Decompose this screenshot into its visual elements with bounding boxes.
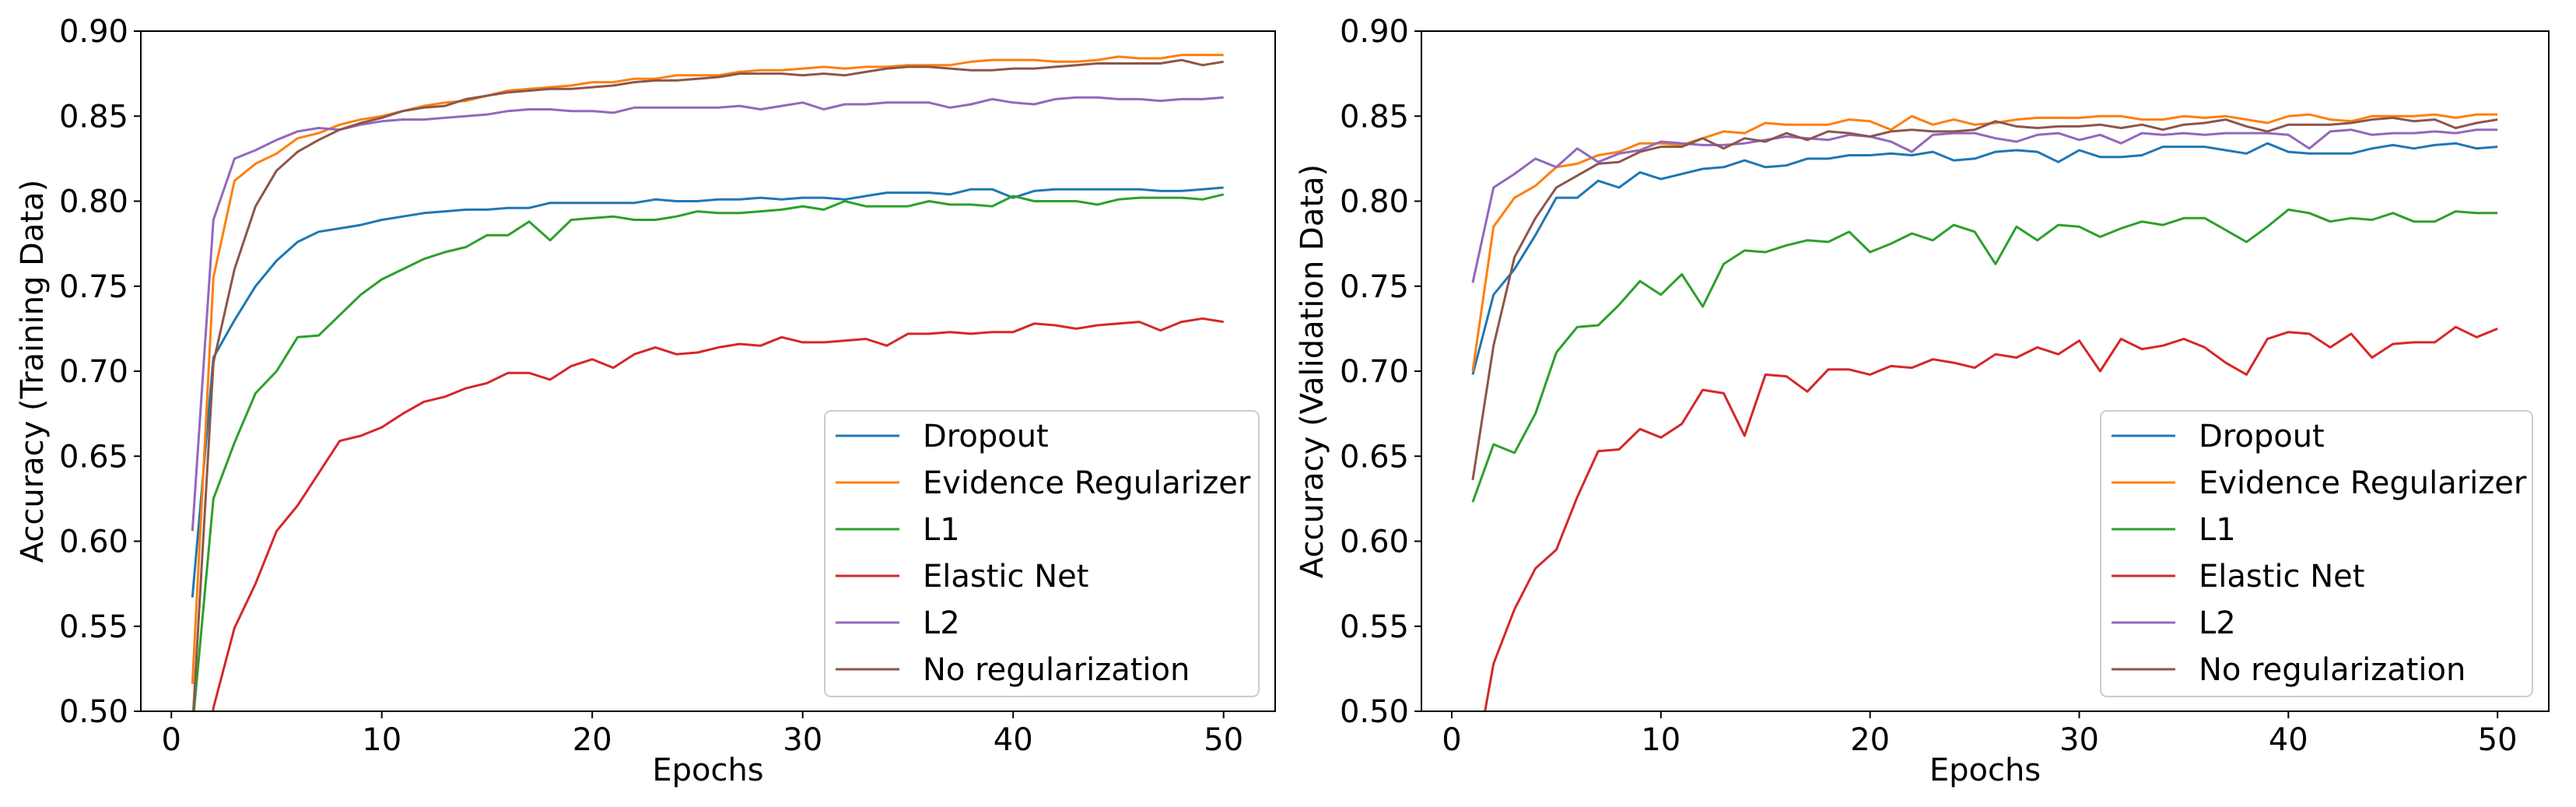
y-tick-label: 0.70 bbox=[1340, 354, 1409, 390]
legend-label: L2 bbox=[923, 605, 960, 641]
y-tick-label: 0.80 bbox=[1340, 184, 1409, 220]
y-tick-label: 0.75 bbox=[1340, 269, 1409, 305]
series-group bbox=[191, 54, 1225, 712]
y-tick-label: 0.65 bbox=[59, 439, 128, 475]
y-tick-label: 0.85 bbox=[1340, 99, 1409, 135]
y-tick-label: 0.90 bbox=[59, 14, 128, 50]
legend-label: No regularization bbox=[923, 652, 1190, 688]
y-tick-label: 0.55 bbox=[59, 609, 128, 645]
series-line-l1 bbox=[192, 193, 1225, 712]
y-tick-label: 0.65 bbox=[1340, 439, 1409, 475]
x-tick-label: 30 bbox=[2059, 722, 2099, 758]
x-tick-label: 20 bbox=[573, 722, 612, 758]
series-line-l2 bbox=[191, 96, 1224, 532]
validation-accuracy-chart: 0.50 0.55 0.60 0.65 0.70 0.75 0.80 0.85 0.90 0 10 2… bbox=[1295, 14, 2550, 788]
series-line-elastic-net bbox=[1484, 325, 2498, 712]
legend-label: Elastic Net bbox=[2199, 559, 2364, 595]
y-axis-label: Accuracy (Training Data) bbox=[15, 180, 51, 563]
y-tick-label: 0.75 bbox=[59, 269, 128, 305]
legend-label: L1 bbox=[923, 512, 960, 548]
x-tick-label: 10 bbox=[1641, 722, 1681, 758]
legend-label: Evidence Regularizer bbox=[2199, 465, 2527, 501]
y-tick-label: 0.50 bbox=[1340, 694, 1409, 730]
series-line-dropout bbox=[1471, 142, 2498, 375]
series-line-no-regularization bbox=[192, 58, 1224, 712]
y-tick-label: 0.90 bbox=[1340, 14, 1409, 50]
x-tick-label: 50 bbox=[1204, 722, 1243, 758]
x-tick-label: 40 bbox=[2269, 722, 2308, 758]
y-tick-label: 0.55 bbox=[1340, 609, 1409, 645]
legend: Dropout Evidence Regularizer L1 Elastic Net… bbox=[824, 410, 1260, 697]
legend: Dropout Evidence Regularizer L1 Elastic Net… bbox=[2100, 410, 2533, 697]
series-line-no-regularization bbox=[1471, 116, 2498, 481]
series-group bbox=[1471, 113, 2498, 712]
legend-label: L1 bbox=[2199, 512, 2236, 548]
legend-box bbox=[2100, 410, 2533, 697]
x-tick-label: 10 bbox=[362, 722, 401, 758]
x-tick-label: 30 bbox=[783, 722, 822, 758]
y-tick-label: 0.60 bbox=[1340, 525, 1409, 560]
x-axis-label: Epochs bbox=[652, 753, 763, 788]
legend-label: Evidence Regularizer bbox=[923, 465, 1251, 501]
y-axis-label: Accuracy (Validation Data) bbox=[1295, 164, 1330, 578]
legend-label: Dropout bbox=[2199, 419, 2325, 454]
x-tick-label: 20 bbox=[1850, 722, 1890, 758]
legend-box bbox=[824, 410, 1260, 697]
y-tick-label: 0.80 bbox=[59, 184, 128, 220]
training-accuracy-chart: 0.50 0.55 0.60 0.65 0.70 0.75 0.80 0.85 0.90 0 10 2… bbox=[15, 14, 1276, 788]
y-tick-label: 0.50 bbox=[59, 694, 128, 730]
legend-label: Dropout bbox=[923, 419, 1049, 454]
series-line-dropout bbox=[191, 186, 1224, 598]
series-line-elastic-net bbox=[212, 317, 1224, 712]
x-tick-label: 0 bbox=[161, 722, 180, 758]
series-line-l1 bbox=[1471, 208, 2498, 503]
series-line-evidence-regularizer bbox=[1471, 113, 2498, 372]
legend-label: No regularization bbox=[2199, 652, 2466, 688]
y-tick-label: 0.85 bbox=[59, 99, 128, 135]
legend-label: L2 bbox=[2199, 605, 2236, 641]
y-tick-label: 0.70 bbox=[59, 354, 128, 390]
y-tick-label: 0.60 bbox=[59, 525, 128, 560]
x-tick-label: 0 bbox=[1442, 722, 1461, 758]
x-tick-label: 40 bbox=[994, 722, 1033, 758]
x-axis-label: Epochs bbox=[1929, 753, 2041, 788]
x-tick-label: 50 bbox=[2478, 722, 2518, 758]
series-line-evidence-regularizer bbox=[191, 54, 1224, 685]
series-line-l2 bbox=[1471, 128, 2498, 283]
legend-label: Elastic Net bbox=[923, 559, 1088, 595]
